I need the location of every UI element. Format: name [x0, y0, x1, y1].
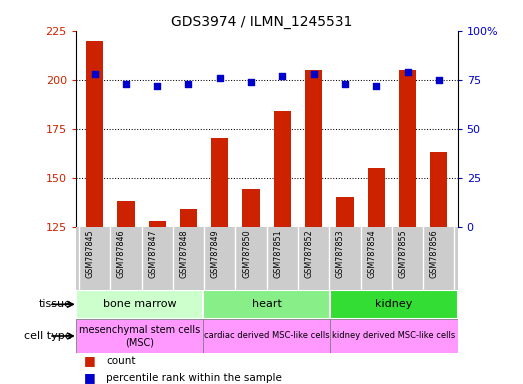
Text: bone marrow: bone marrow: [103, 299, 176, 310]
Point: [215, 74, 224, 81]
Bar: [430, 152, 448, 227]
Text: kidney: kidney: [376, 299, 413, 310]
Text: heart: heart: [252, 299, 282, 310]
Bar: [331, 290, 458, 319]
Text: GSM787847: GSM787847: [148, 229, 157, 278]
Text: GSM787853: GSM787853: [336, 229, 345, 278]
Bar: [76, 319, 203, 353]
Text: GSM787855: GSM787855: [399, 229, 407, 278]
Text: GDS3974 / ILMN_1245531: GDS3974 / ILMN_1245531: [171, 15, 352, 29]
Point: [122, 81, 130, 87]
Text: count: count: [106, 356, 136, 366]
Point: [90, 71, 99, 77]
Text: GSM787849: GSM787849: [211, 229, 220, 278]
Bar: [117, 201, 134, 227]
Text: ■: ■: [84, 354, 95, 367]
Text: ■: ■: [84, 371, 95, 384]
Point: [403, 69, 412, 75]
Text: GSM787848: GSM787848: [179, 229, 188, 278]
Text: GSM787854: GSM787854: [367, 229, 376, 278]
Bar: [336, 197, 354, 227]
Point: [341, 81, 349, 87]
Bar: [274, 111, 291, 227]
Bar: [76, 290, 203, 319]
Bar: [368, 168, 385, 227]
Bar: [211, 139, 229, 227]
Bar: [203, 319, 331, 353]
Text: cardiac derived MSC-like cells: cardiac derived MSC-like cells: [204, 331, 329, 341]
Point: [435, 77, 443, 83]
Bar: [203, 290, 331, 319]
Point: [153, 83, 162, 89]
Text: GSM787851: GSM787851: [274, 229, 282, 278]
Text: GSM787856: GSM787856: [430, 229, 439, 278]
Text: kidney derived MSC-like cells: kidney derived MSC-like cells: [333, 331, 456, 341]
Text: GSM787845: GSM787845: [86, 229, 95, 278]
Point: [372, 83, 380, 89]
Bar: [305, 70, 322, 227]
Text: GSM787850: GSM787850: [242, 229, 251, 278]
Text: cell type: cell type: [25, 331, 72, 341]
Point: [247, 79, 255, 85]
Bar: [399, 70, 416, 227]
Text: mesenchymal stem cells
(MSC): mesenchymal stem cells (MSC): [79, 325, 200, 347]
Point: [278, 73, 287, 79]
Bar: [331, 319, 458, 353]
Bar: [180, 209, 197, 227]
Point: [310, 71, 318, 77]
Text: GSM787846: GSM787846: [117, 229, 126, 278]
Bar: [86, 41, 103, 227]
Text: GSM787852: GSM787852: [305, 229, 314, 278]
Text: percentile rank within the sample: percentile rank within the sample: [106, 373, 282, 383]
Bar: [149, 221, 166, 227]
Bar: [243, 189, 260, 227]
Text: tissue: tissue: [39, 299, 72, 310]
Point: [184, 81, 192, 87]
